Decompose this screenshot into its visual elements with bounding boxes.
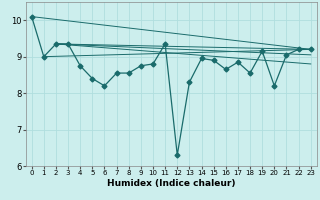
X-axis label: Humidex (Indice chaleur): Humidex (Indice chaleur) bbox=[107, 179, 236, 188]
